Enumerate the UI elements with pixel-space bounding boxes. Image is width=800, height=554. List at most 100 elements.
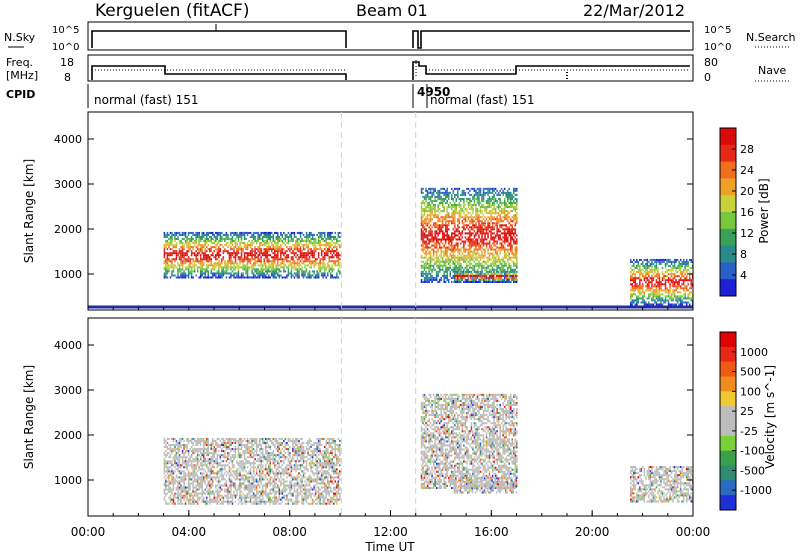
echo-cell	[491, 189, 494, 192]
echo-cell	[272, 252, 275, 255]
echo-cell	[634, 267, 637, 270]
echo-cell	[489, 280, 492, 283]
echo-cell	[633, 271, 635, 274]
echo-cell	[236, 262, 238, 265]
echo-cell	[319, 235, 321, 238]
echo-cell	[458, 210, 461, 213]
echo-cell	[266, 254, 268, 257]
echo-cell	[425, 216, 427, 219]
echo-cell	[473, 226, 476, 229]
echo-cell	[490, 236, 492, 239]
echo-cell	[637, 262, 640, 265]
echo-cell	[190, 441, 193, 444]
echo-cell	[491, 197, 494, 200]
echo-cell	[466, 226, 468, 229]
echo-cell	[313, 238, 315, 241]
echo-cell	[649, 289, 652, 292]
echo-cell	[169, 496, 172, 499]
echo-cell	[455, 242, 458, 245]
echo-cell	[475, 218, 477, 221]
echo-cell	[467, 248, 470, 251]
echo-cell	[263, 248, 265, 251]
echo-cell	[320, 244, 323, 247]
echo-cell	[438, 228, 441, 231]
echo-cell	[670, 271, 673, 274]
echo-cell	[499, 189, 501, 192]
echo-cell	[169, 444, 172, 447]
echo-cell	[505, 236, 507, 239]
echo-cell	[330, 250, 332, 253]
echo-cell	[669, 285, 671, 288]
echo-cell	[317, 256, 320, 259]
echo-cell	[637, 287, 640, 290]
echo-cell	[452, 274, 455, 277]
echo-cell	[431, 278, 433, 281]
echo-cell	[422, 244, 424, 247]
echo-cell	[187, 441, 190, 444]
echo-cell	[667, 291, 670, 294]
freq-panel: Freq. [MHz] 18 8 80 0 Nave	[6, 54, 790, 84]
echo-cell	[189, 439, 191, 442]
echo-cell	[269, 270, 272, 273]
echo-cell	[514, 236, 517, 239]
echo-cell	[267, 235, 270, 238]
echo-cell	[504, 274, 507, 277]
echo-cell	[663, 275, 665, 278]
echo-cell	[293, 254, 296, 257]
echo-cell	[175, 238, 178, 241]
echo-cell	[271, 248, 273, 251]
echo-cell	[437, 210, 439, 213]
echo-cell	[171, 444, 173, 447]
echo-cell	[470, 199, 473, 202]
echo-cell	[684, 260, 686, 263]
echo-cell	[246, 270, 249, 273]
echo-cell	[502, 224, 504, 227]
echo-cell	[222, 270, 225, 273]
echo-cell	[435, 195, 438, 198]
echo-cell	[422, 210, 424, 213]
echo-cell	[429, 266, 432, 269]
echo-cell	[420, 228, 423, 231]
echo-cell	[175, 439, 178, 442]
echo-cell	[629, 279, 632, 282]
echo-cell	[336, 260, 338, 263]
echo-cell	[469, 216, 471, 219]
echo-cell	[284, 252, 287, 255]
echo-cell	[202, 233, 205, 236]
echo-cell	[480, 278, 483, 281]
echo-cell	[215, 262, 217, 265]
echo-cell	[434, 222, 436, 225]
echo-cell	[664, 271, 667, 274]
echo-cell	[672, 267, 674, 270]
echo-cell	[323, 240, 326, 243]
echo-cell	[454, 278, 456, 281]
echo-cell	[269, 231, 272, 234]
echo-cell	[422, 236, 424, 239]
echo-cell	[169, 480, 172, 483]
echo-cell	[458, 250, 461, 253]
echo-cell	[642, 297, 644, 300]
echo-cell	[425, 270, 427, 273]
echo-cell	[227, 266, 229, 269]
echo-cell	[201, 248, 203, 251]
echo-cell	[651, 265, 653, 268]
echo-cell	[508, 266, 510, 269]
echo-cell	[446, 228, 448, 231]
echo-cell	[473, 248, 476, 251]
echo-cell	[189, 242, 191, 245]
echo-cell	[432, 264, 435, 267]
echo-cell	[334, 254, 337, 257]
echo-cell	[678, 281, 680, 284]
echo-cell	[464, 248, 467, 251]
echo-cell	[237, 256, 240, 259]
echo-cell	[175, 252, 178, 255]
echo-cell	[508, 278, 510, 281]
echo-cell	[469, 204, 471, 207]
echo-cell	[257, 238, 259, 241]
echo-cell	[438, 195, 441, 198]
echo-cell	[313, 252, 315, 255]
echo-cell	[263, 252, 265, 255]
echo-cell	[175, 244, 178, 247]
echo-cell	[224, 244, 226, 247]
echo-cell	[281, 252, 284, 255]
